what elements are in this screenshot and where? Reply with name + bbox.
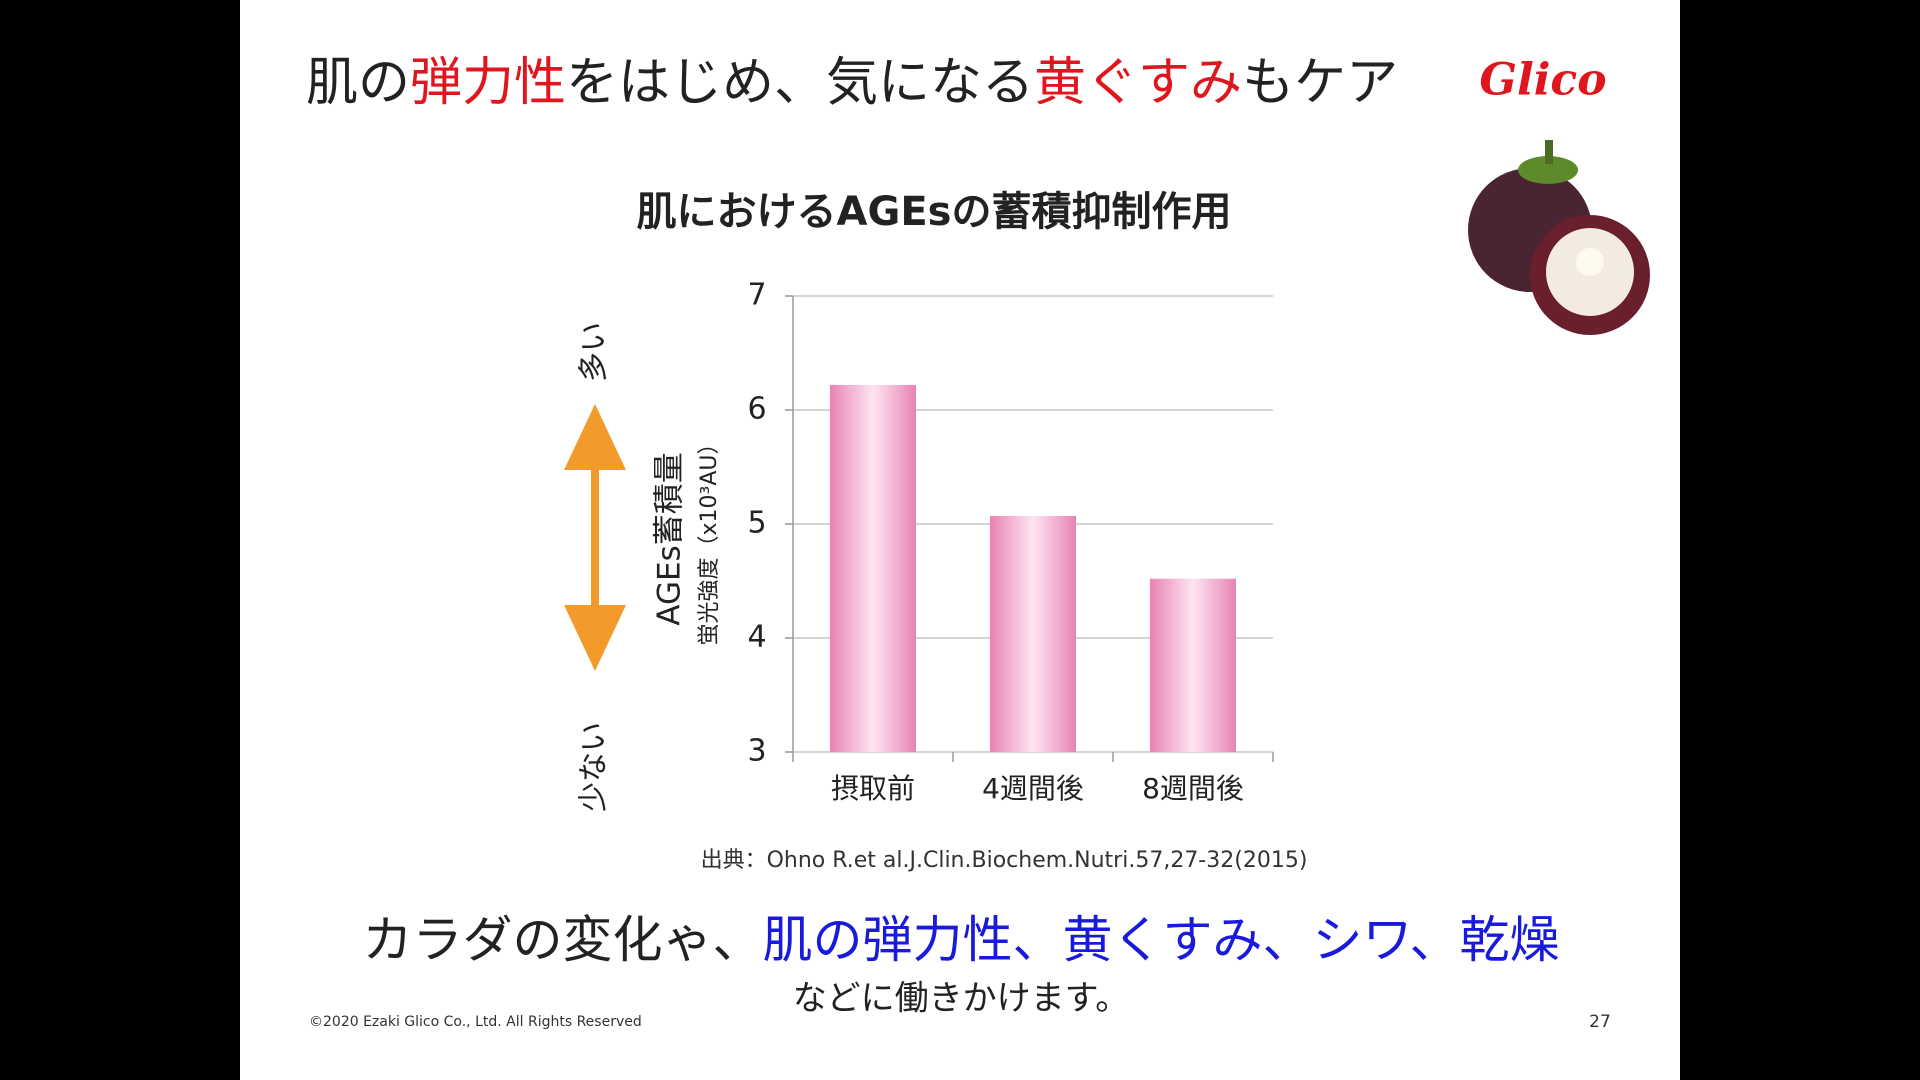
chart-title: 肌におけるAGEsの蓄積抑制作用 [637, 189, 1232, 235]
message-sub: などに働きかけます。 [793, 979, 1130, 1019]
y-axis-label: AGEs蓄積量 [652, 452, 688, 625]
y-tick-label: 7 [747, 278, 766, 313]
text-segment: 肌の弾力性、黄くすみ、シワ、乾燥 [763, 911, 1560, 969]
text-segment: 弾力性 [410, 53, 566, 113]
page-number: 27 [1589, 1012, 1611, 1032]
mangosteen-image [1468, 140, 1650, 335]
bar [830, 384, 916, 752]
slide [240, 0, 1680, 1080]
y-tick-label: 6 [747, 392, 766, 427]
arrow-bottom-label: 少ない [577, 722, 612, 812]
text-segment: カラダの変化ゃ、 [363, 911, 763, 969]
x-tick-label: 摂取前 [831, 772, 915, 805]
bar [1150, 578, 1236, 752]
message: カラダの変化ゃ、肌の弾力性、黄くすみ、シワ、乾燥 [363, 911, 1560, 969]
arrow-top-label: 多い [577, 322, 612, 382]
x-tick-label: 8週間後 [1142, 772, 1244, 805]
text-segment: をはじめ、気になる [566, 53, 1034, 113]
text-segment: 肌の [306, 53, 410, 113]
bar [990, 516, 1076, 752]
logo: Glico [1479, 55, 1606, 106]
text-segment: 黄ぐすみ [1034, 53, 1242, 113]
arrow [564, 404, 626, 671]
y-tick-label: 5 [747, 506, 766, 541]
slide-title: 肌の弾力性をはじめ、気になる黄ぐすみもケア [306, 53, 1398, 113]
y-tick-label: 3 [747, 734, 766, 769]
text-segment: もケア [1242, 53, 1398, 113]
source: 出典：Ohno R.et al.J.Clin.Biochem.Nutri.57,… [701, 848, 1308, 873]
x-tick-label: 4週間後 [982, 772, 1084, 805]
y-tick-label: 4 [747, 620, 766, 655]
copyright: ©2020 Ezaki Glico Co., Ltd. All Rights R… [309, 1014, 642, 1030]
y-axis-sublabel: 蛍光強度（x10³AU） [697, 433, 722, 646]
